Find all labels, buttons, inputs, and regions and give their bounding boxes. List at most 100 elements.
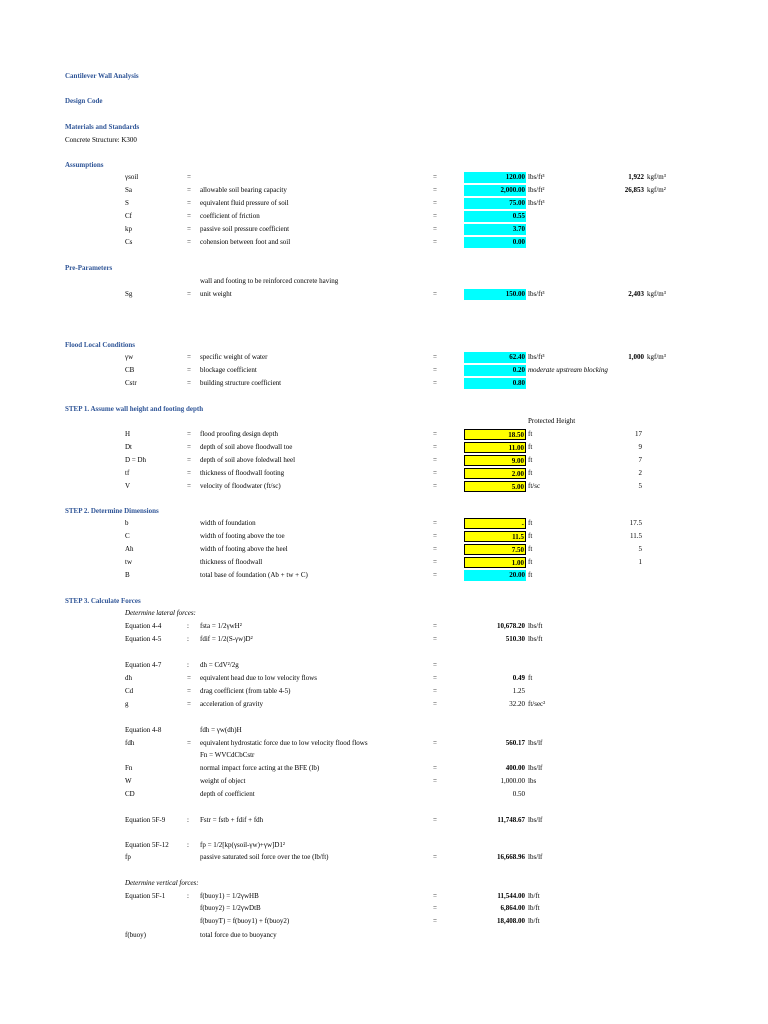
table-row: f(buoy2) = 1/2γwDtB = 6,864.00 lb/ft (0, 903, 768, 914)
value-cell[interactable]: 75.00 (464, 198, 526, 209)
value-cell[interactable]: 20.00 (464, 570, 526, 581)
description: cohension between foot and soil (200, 238, 291, 246)
value-cell[interactable]: 3.70 (464, 224, 526, 235)
unit: ft (528, 558, 533, 566)
input-cell[interactable]: 9.00 (464, 455, 526, 466)
computed-value: 510.30 (505, 635, 525, 643)
metric-value: 26,853 (624, 186, 644, 194)
symbol: CD (125, 790, 135, 798)
value-cell[interactable]: 0.00 (464, 237, 526, 248)
metric-unit: kgf/m³ (647, 353, 666, 361)
equals: = (433, 225, 437, 233)
computed-value: 400.00 (505, 764, 525, 772)
equals: = (433, 545, 437, 553)
value-cell[interactable]: 0.80 (464, 378, 526, 389)
computed-value: 6,864.00 (500, 904, 526, 912)
formula: Fstr = fstb + fdif + fdh (200, 816, 264, 824)
description: equivalent head due to low velocity flow… (200, 674, 318, 682)
description: total base of foundation (Ab + tw + C) (200, 571, 308, 579)
formula: fp = 1/2[kp(γsoil-γw)+γw]D1² (200, 841, 285, 849)
symbol: fdh (125, 739, 135, 747)
value-cell[interactable]: 0.20 (464, 365, 526, 376)
symbol: fp (125, 853, 131, 861)
table-row: γsoil = = 120.00 lbs/ft³ 1,922 kgf/m³ (0, 172, 768, 183)
symbol: kp (125, 225, 132, 233)
lateral-label-row: Determine lateral forces: (0, 608, 768, 619)
symbol: b (125, 519, 129, 527)
unit: lbs/ft (528, 622, 543, 630)
equals: = (433, 353, 437, 361)
unit: lbs/ft (528, 635, 543, 643)
unit: ft (528, 571, 533, 579)
description: coefficient of friction (200, 212, 260, 220)
unit: lbs/ft³ (528, 353, 545, 361)
input-cell[interactable]: 2.00 (464, 468, 526, 479)
symbol: Equation 4-5 (125, 635, 162, 643)
unit: lb/ft (528, 892, 540, 900)
value-cell[interactable]: 150.00 (464, 289, 526, 300)
table-row: tf = thickness of floodwall footing = 2.… (0, 468, 768, 479)
computed-value: 0.49 (512, 674, 525, 682)
unit: lbs/lf (528, 739, 543, 747)
symbol: Cd (125, 687, 134, 695)
symbol: Cs (125, 238, 133, 246)
materials-row: Materials and Standards (0, 122, 768, 133)
computed-value: 32.20 (509, 700, 525, 708)
sheet-title: Cantilever Wall Analysis (65, 72, 139, 80)
table-row: kp = passive soil pressure coefficient =… (0, 224, 768, 235)
unit: ft/sec² (528, 700, 546, 708)
unit: ft (528, 430, 533, 438)
description: equivalent hydrostatic force due to low … (200, 739, 368, 747)
symbol: Ah (125, 545, 134, 553)
table-row: Equation 4-8 fdh = γw(dh)H (0, 725, 768, 736)
equals: = (433, 430, 437, 438)
symbol: Equation 5F-1 (125, 892, 166, 900)
unit: ft (528, 532, 533, 540)
input-cell[interactable]: 11.5 (464, 531, 526, 542)
input-cell[interactable]: 5.00 (464, 481, 526, 492)
description: unit weight (200, 290, 232, 298)
separator: = (187, 674, 191, 682)
value-cell[interactable]: 120.00 (464, 172, 526, 183)
equals: = (433, 212, 437, 220)
equals: = (433, 622, 437, 630)
equals: = (187, 469, 191, 477)
symbol: dh (125, 674, 132, 682)
unit: lbs/ft³ (528, 199, 545, 207)
table-row: D = Dh = depth of soil above foledwall h… (0, 455, 768, 466)
input-cell[interactable]: - (464, 518, 526, 529)
symbol: Cf (125, 212, 132, 220)
symbol: Dt (125, 443, 132, 451)
description: normal impact force acting at the BFE (l… (200, 764, 320, 772)
description: flood proofing design depth (200, 430, 278, 438)
input-cell[interactable]: 11.00 (464, 442, 526, 453)
symbol: Equation 4-4 (125, 622, 162, 630)
input-cell[interactable]: 18.50 (464, 429, 526, 440)
value-cell[interactable]: 2,000.00 (464, 185, 526, 196)
equals: = (433, 687, 437, 695)
value-cell[interactable]: 62.40 (464, 352, 526, 363)
unit: lbs/lf (528, 853, 543, 861)
input-cell[interactable]: 7.50 (464, 544, 526, 555)
description: specific weight of water (200, 353, 268, 361)
separator: : (187, 622, 189, 630)
unit: ft (528, 443, 533, 451)
unit: ft (528, 469, 533, 477)
equals: = (433, 892, 437, 900)
description: total force due to buoyancy (200, 931, 277, 939)
unit: ft (528, 674, 533, 682)
table-row: CD depth of coefficient 0.50 (0, 789, 768, 800)
input-cell[interactable]: 1.00 (464, 557, 526, 568)
description: velocity of floodwater (ft/sc) (200, 482, 281, 490)
step3-row: STEP 3. Calculate Forces (0, 596, 768, 607)
value-cell[interactable]: 0.55 (464, 211, 526, 222)
formula: fdh = γw(dh)H (200, 726, 242, 734)
step1-row: STEP 1. Assume wall height and footing d… (0, 404, 768, 415)
description: building structure coefficient (200, 379, 282, 387)
description: depth of soil above floodwall toe (200, 443, 293, 451)
protected-height-value: 1 (638, 558, 643, 566)
table-row: Equation 5F-12 : fp = 1/2[kp(γsoil-γw)+γ… (0, 840, 768, 851)
description: drag coefficient (from table 4-5) (200, 687, 291, 695)
table-row: Fn normal impact force acting at the BFE… (0, 763, 768, 774)
protected-height-row: Protected Height (0, 416, 768, 427)
